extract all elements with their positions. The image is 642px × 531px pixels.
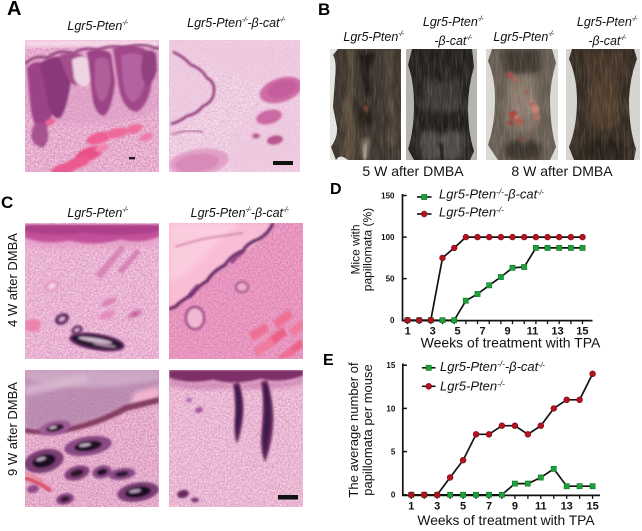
svg-text:7: 7 (480, 326, 486, 338)
svg-text:0: 0 (391, 491, 396, 500)
svg-text:15: 15 (386, 361, 395, 370)
svg-text:15: 15 (576, 326, 588, 338)
svg-text:13: 13 (561, 501, 573, 513)
svg-text:5: 5 (455, 326, 461, 338)
svg-text:11: 11 (535, 501, 547, 513)
svg-text:Lgr5-Pten-/-: Lgr5-Pten-/- (439, 205, 504, 220)
svg-text:150: 150 (381, 191, 395, 200)
svg-text:13: 13 (551, 326, 563, 338)
svg-text:Mice with: Mice with (349, 224, 363, 274)
svg-text:5: 5 (460, 501, 466, 513)
svg-text:Lgr5-Pten-/--β-cat-/-: Lgr5-Pten-/--β-cat-/- (440, 359, 546, 374)
svg-text:11: 11 (527, 326, 539, 338)
svg-text:10: 10 (386, 404, 395, 413)
svg-text:The average number of: The average number of (346, 362, 361, 498)
svg-text:5: 5 (391, 448, 396, 457)
svg-text:100: 100 (381, 233, 395, 242)
svg-text:Weeks of treatment with TPA: Weeks of treatment with TPA (417, 513, 595, 528)
svg-text:1: 1 (408, 501, 414, 513)
svg-text:9: 9 (504, 326, 510, 338)
svg-text:0: 0 (390, 316, 395, 325)
svg-text:3: 3 (434, 501, 440, 513)
svg-text:50: 50 (386, 275, 395, 284)
svg-text:papillomata (%): papillomata (%) (361, 208, 375, 291)
svg-text:1: 1 (405, 326, 411, 338)
svg-text:Weeks of treatment with TPA: Weeks of treatment with TPA (421, 335, 601, 351)
svg-text:Lgr5-Pten-/-: Lgr5-Pten-/- (440, 379, 505, 394)
svg-text:3: 3 (430, 326, 436, 338)
svg-text:15: 15 (586, 501, 598, 513)
svg-text:7: 7 (486, 501, 492, 513)
svg-text:9: 9 (512, 501, 518, 513)
svg-text:Lgr5-Pten-/--β-cat-/-: Lgr5-Pten-/--β-cat-/- (439, 187, 545, 202)
svg-text:papillomata per mouse: papillomata per mouse (360, 364, 375, 496)
